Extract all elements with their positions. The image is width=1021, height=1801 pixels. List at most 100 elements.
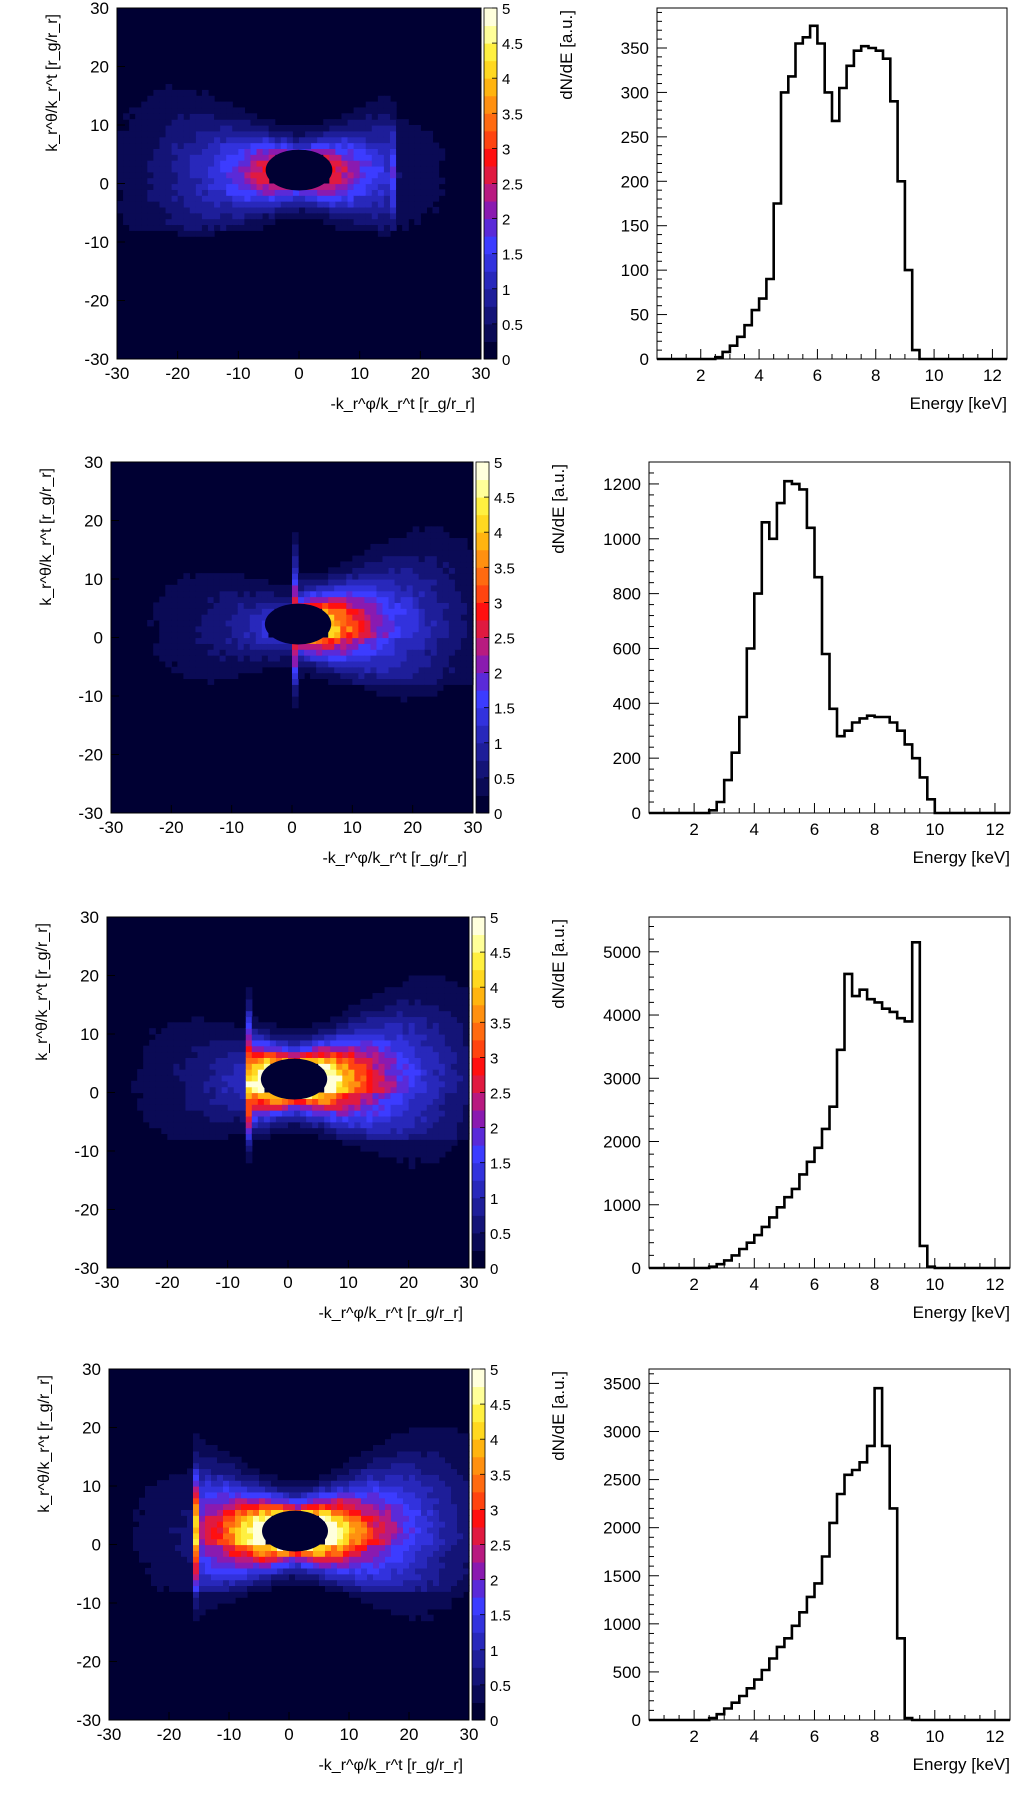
heatmap-cell <box>147 96 154 102</box>
heatmap-cell <box>185 1116 192 1122</box>
heatmap-cell <box>457 1128 464 1134</box>
heatmap-cell <box>263 137 270 143</box>
heatmap-cell <box>449 567 456 573</box>
heatmap-cell <box>300 1128 307 1134</box>
heatmap-cell <box>312 1104 319 1110</box>
heatmap-cell <box>228 1046 235 1052</box>
colorbar-swatch <box>472 1093 485 1111</box>
heatmap-cell <box>277 1486 284 1492</box>
heatmap-cell <box>449 673 456 679</box>
heatmap-cell <box>391 1022 398 1028</box>
heatmap-cell <box>287 207 294 213</box>
heatmap-cell <box>258 1052 265 1058</box>
heatmap-cell <box>433 1585 440 1591</box>
heatmap-cell <box>455 573 462 579</box>
heatmap-cell <box>235 1527 242 1533</box>
heatmap-cell <box>166 160 173 166</box>
heatmap-cell <box>147 125 154 131</box>
heatmap-cell <box>317 189 324 195</box>
heatmap-cell <box>241 1515 248 1521</box>
heatmap-cell <box>241 1591 248 1597</box>
heatmap-cell <box>263 184 270 190</box>
heatmap-cell <box>211 1527 218 1533</box>
heatmap-cell <box>199 1527 206 1533</box>
heatmap-cell <box>409 1128 416 1134</box>
heatmap-cell <box>329 219 336 225</box>
heatmap-cell <box>372 184 379 190</box>
heatmap-cell <box>155 1098 162 1104</box>
heatmap-cell <box>319 1550 326 1556</box>
heatmap-cell <box>426 178 433 184</box>
heatmap-cell <box>147 102 154 108</box>
heatmap-cell <box>232 626 239 632</box>
heatmap-cell <box>439 1509 446 1515</box>
heatmap-cell <box>421 1556 428 1562</box>
heatmap-cell <box>379 1069 386 1075</box>
heatmap-cell <box>334 620 341 626</box>
heatmap-cell <box>397 1075 404 1081</box>
heatmap-cell <box>397 1457 404 1463</box>
heatmap-cell <box>202 113 209 119</box>
heatmap-cell <box>367 1574 374 1580</box>
heatmap-cell <box>397 1527 404 1533</box>
heatmap-cell <box>443 550 450 556</box>
heatmap-cell <box>425 602 432 608</box>
heatmap-cell <box>358 591 365 597</box>
heatmap-cell <box>385 1562 392 1568</box>
heatmap-cell <box>220 207 227 213</box>
heatmap-cell <box>244 148 251 154</box>
heatmap-cell <box>439 1098 446 1104</box>
heatmap-cell <box>421 1104 428 1110</box>
heatmap-cell <box>246 1005 253 1011</box>
heatmap-cell <box>433 981 440 987</box>
heatmap-cell <box>449 591 456 597</box>
heatmap-cell <box>373 1591 380 1597</box>
heatmap-cell <box>252 1034 259 1040</box>
heatmap-cell <box>361 1533 368 1539</box>
heatmap-cell <box>439 1075 446 1081</box>
heatmap-cell <box>445 1122 452 1128</box>
heatmap-cell <box>334 661 341 667</box>
heatmap-cell <box>311 143 318 149</box>
heatmap-cell <box>175 1550 182 1556</box>
heatmap-cell <box>367 1562 374 1568</box>
heatmap-cell <box>178 125 185 131</box>
heatmap-cell <box>383 585 390 591</box>
heatmap-cell <box>198 1016 205 1022</box>
heatmap-cell <box>395 655 402 661</box>
heatmap-cell <box>379 1539 386 1545</box>
heatmap-cell <box>163 1539 170 1545</box>
heatmap-cell <box>433 1151 440 1157</box>
heatmap-cell <box>185 1104 192 1110</box>
heatmap-cell <box>425 678 432 684</box>
heatmap-cell <box>391 1016 398 1022</box>
heatmap-cell <box>178 160 185 166</box>
heatmap-cell <box>419 597 426 603</box>
heatmap-cell <box>379 1133 386 1139</box>
heatmap-cell <box>277 1504 284 1510</box>
heatmap-cell <box>445 1034 452 1040</box>
heatmap-cell <box>348 1122 355 1128</box>
heatmap-cell <box>294 1128 301 1134</box>
heatmap-cell <box>246 1034 253 1040</box>
heatmap-cell <box>378 148 385 154</box>
heatmap-cell <box>379 1498 386 1504</box>
heatmap-cell <box>413 597 420 603</box>
heatmap-cell <box>330 1098 337 1104</box>
heatmap-cell <box>376 608 383 614</box>
heatmap-cell <box>361 1556 368 1562</box>
heatmap-cell <box>178 102 185 108</box>
heatmap-cell <box>147 119 154 125</box>
heatmap-cell <box>409 1521 416 1527</box>
heatmap-cell <box>366 154 373 160</box>
heatmap-cell <box>457 1527 464 1533</box>
heatmap-cell <box>178 184 185 190</box>
heatmap-cell <box>372 1069 379 1075</box>
heatmap-cell <box>298 661 305 667</box>
heatmap-cell <box>175 1533 182 1539</box>
heatmap-cell <box>307 1504 314 1510</box>
heatmap-cell <box>322 638 329 644</box>
heatmap-cell <box>407 556 414 562</box>
heatmap-cell <box>151 1492 158 1498</box>
heatmap-cell <box>397 1128 404 1134</box>
